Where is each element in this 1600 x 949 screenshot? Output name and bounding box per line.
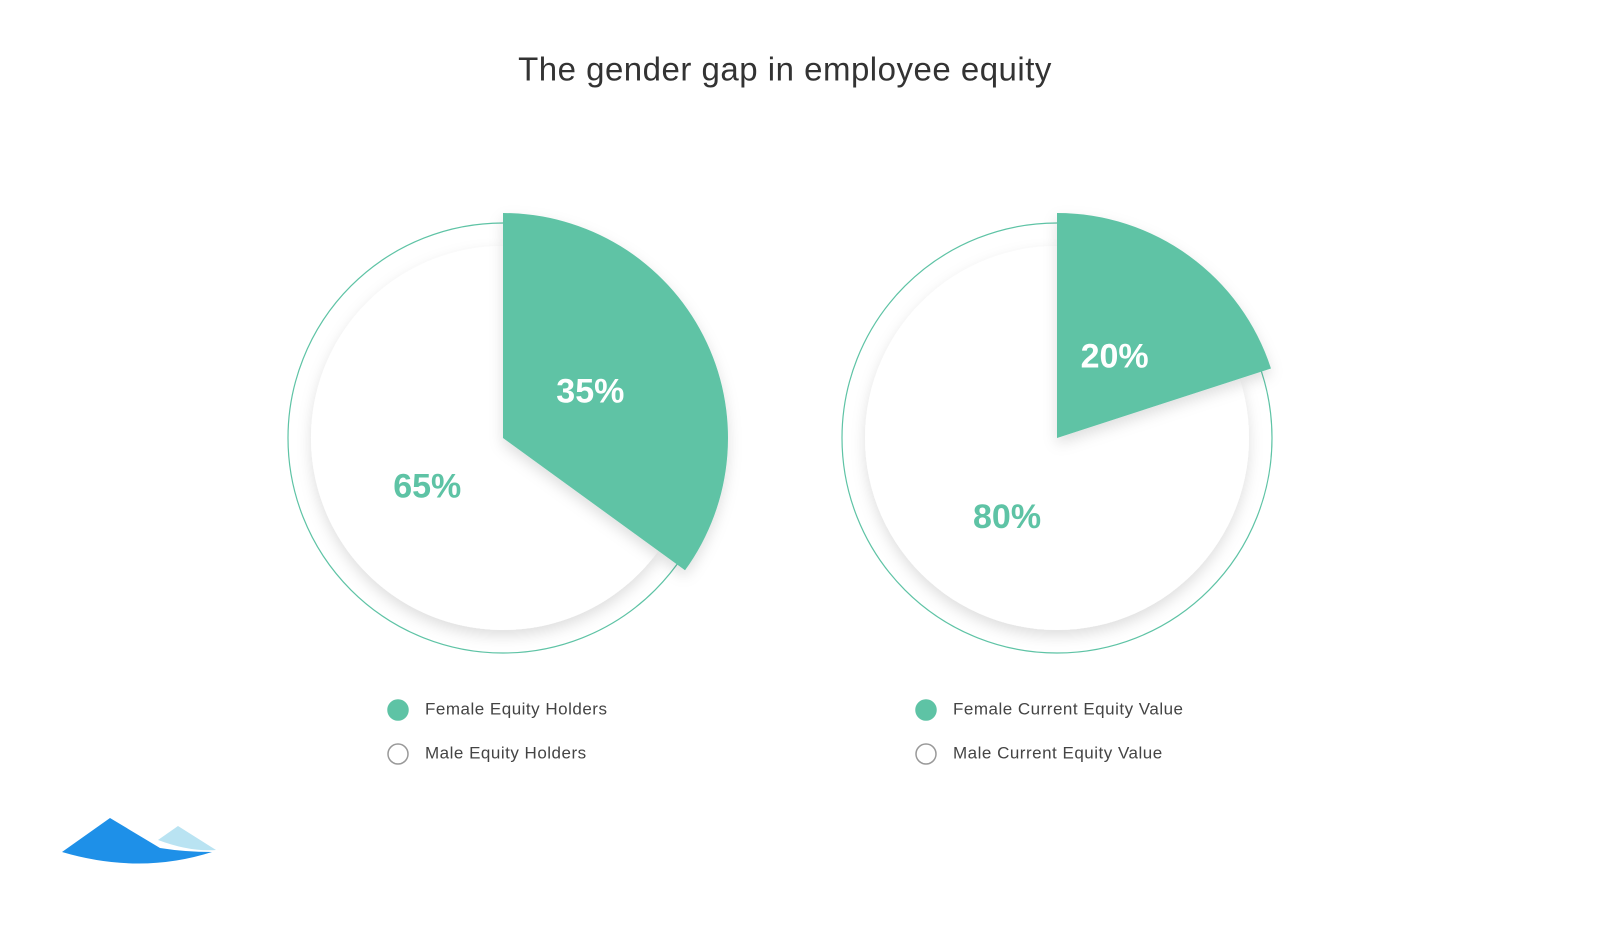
legend-label: Female Equity Holders <box>425 699 607 718</box>
legend-marker <box>387 743 409 765</box>
legend-marker <box>915 743 937 765</box>
pie-slice <box>311 246 659 630</box>
legend-label: Female Current Equity Value <box>953 699 1184 718</box>
legend-label: Male Current Equity Value <box>953 743 1163 762</box>
legend-marker <box>915 699 937 721</box>
value-label: 80% <box>973 498 1041 536</box>
logo <box>62 818 216 864</box>
chart-title: The gender gap in employee equity <box>518 51 1052 88</box>
legend-label: Male Equity Holders <box>425 743 587 762</box>
value-label: 35% <box>556 372 624 410</box>
value-label: 65% <box>393 468 461 506</box>
value-label: 20% <box>1081 338 1149 376</box>
legend-marker <box>387 699 409 721</box>
pie-slice <box>1057 213 1271 438</box>
pie-slice <box>503 213 729 571</box>
